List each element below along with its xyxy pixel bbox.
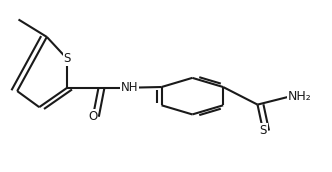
Text: NH₂: NH₂ — [288, 90, 311, 104]
Text: O: O — [88, 110, 98, 123]
Text: S: S — [63, 52, 71, 65]
Text: S: S — [259, 124, 267, 137]
Text: NH: NH — [121, 81, 138, 94]
